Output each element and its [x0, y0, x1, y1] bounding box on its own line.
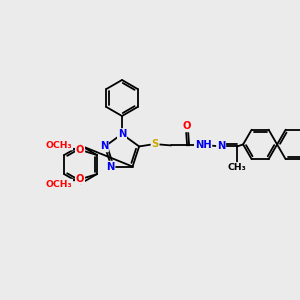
Text: O: O: [76, 145, 84, 155]
Text: N: N: [217, 141, 225, 152]
Text: N: N: [118, 129, 126, 139]
Text: N: N: [100, 141, 108, 152]
Text: N: N: [106, 162, 115, 172]
Text: S: S: [152, 140, 159, 149]
Text: OCH₃: OCH₃: [46, 141, 72, 150]
Text: O: O: [76, 174, 84, 184]
Text: O: O: [183, 122, 191, 131]
Text: OCH₃: OCH₃: [46, 180, 72, 189]
Text: NH: NH: [195, 140, 212, 150]
Text: CH₃: CH₃: [228, 163, 247, 172]
